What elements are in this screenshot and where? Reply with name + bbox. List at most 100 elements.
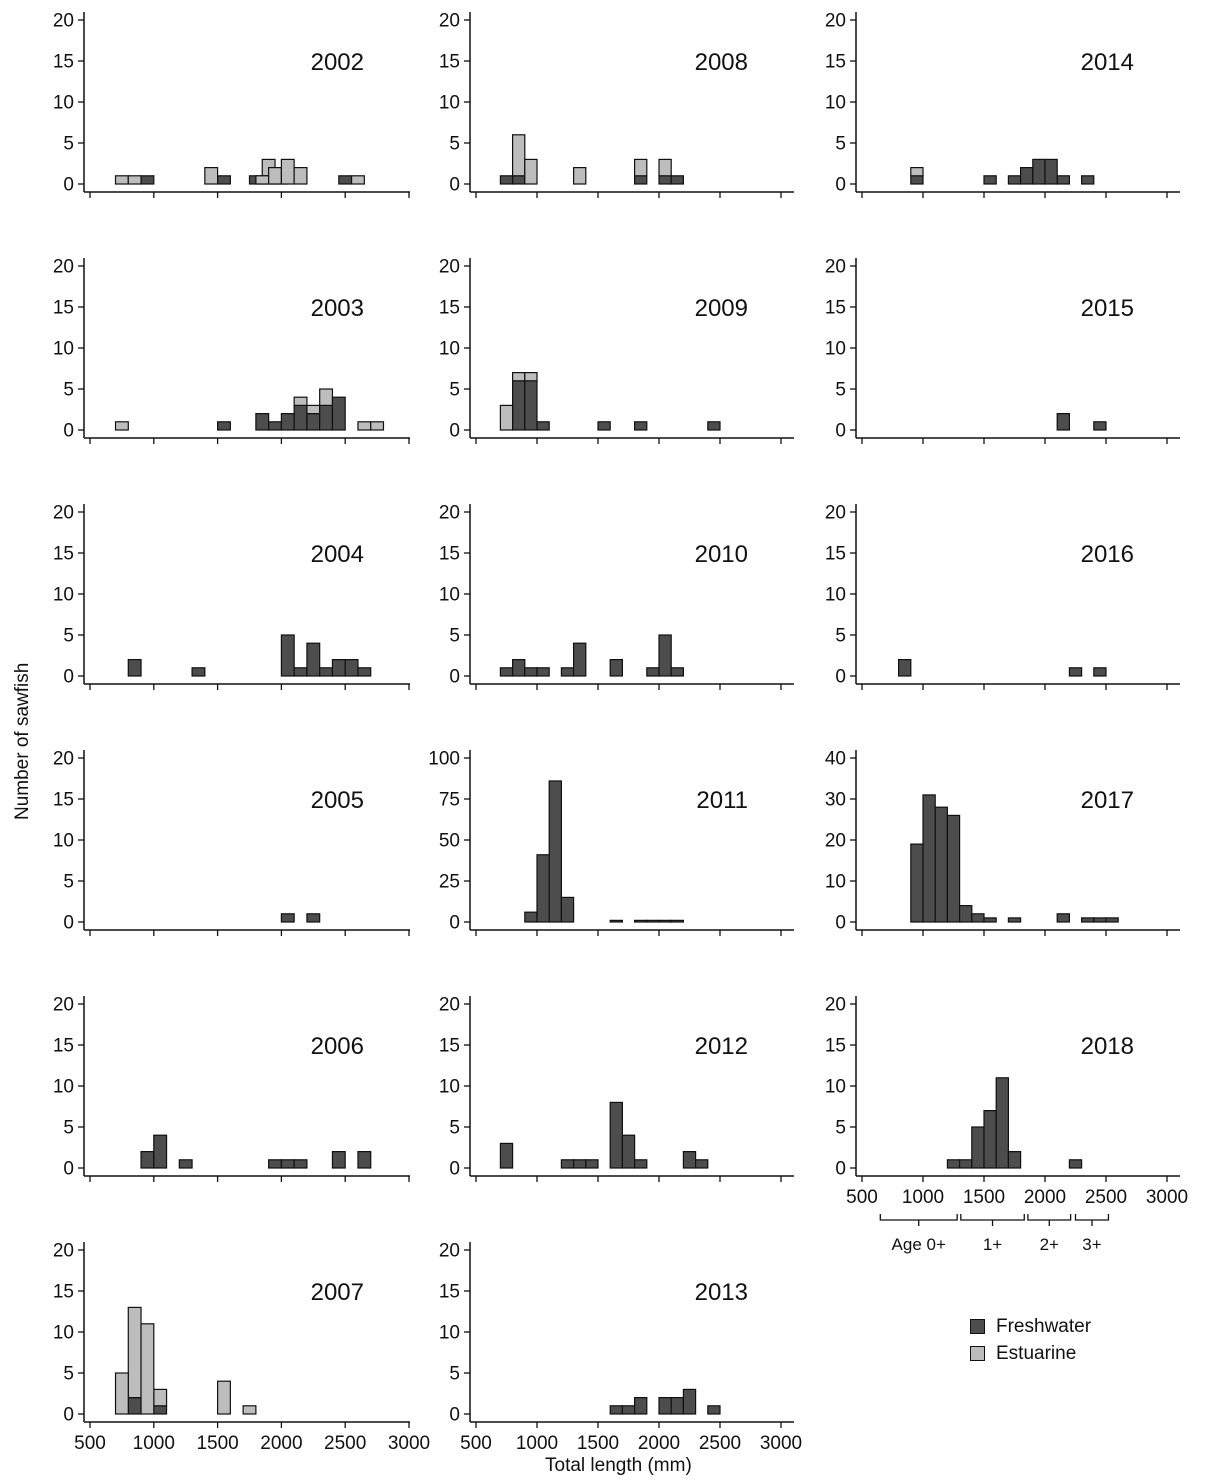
- bar-estuarine: [511, 372, 526, 382]
- x-tick-label: 2000: [260, 1433, 302, 1454]
- bar-freshwater: [597, 421, 611, 431]
- y-tick-label: 10: [53, 831, 74, 852]
- bar-freshwater: [958, 1159, 973, 1169]
- bar-freshwater: [633, 1159, 648, 1169]
- x-tick-label: 3000: [760, 1433, 802, 1454]
- panel-year-label: 2007: [311, 1279, 364, 1306]
- bar-freshwater: [934, 806, 949, 923]
- y-tick-label: 5: [63, 872, 74, 893]
- bar-freshwater: [217, 421, 231, 431]
- panel-2005: 0 5 10 15 20 2005: [53, 749, 410, 936]
- y-tick-label: 20: [439, 503, 460, 524]
- panel-year-label: 2005: [311, 787, 364, 814]
- panel-year-label: 2012: [695, 1033, 748, 1060]
- bar-estuarine: [350, 175, 365, 185]
- bar-freshwater: [560, 1159, 575, 1169]
- y-tick-label: 5: [449, 134, 460, 155]
- bar-estuarine: [140, 1323, 155, 1415]
- bar-freshwater: [268, 1159, 283, 1169]
- x-tick-label: 500: [460, 1433, 492, 1454]
- y-tick-label: 5: [835, 626, 846, 647]
- y-tick-label: 0: [835, 913, 846, 934]
- bar-estuarine: [114, 421, 129, 431]
- bar-freshwater: [1105, 917, 1119, 923]
- bar-freshwater: [140, 1150, 155, 1169]
- bar-freshwater: [560, 896, 575, 923]
- panel-2018: 0 5 10 15 20 500 1000 1500 2000 2500 3000 2018: [825, 995, 1188, 1209]
- bar-estuarine: [268, 167, 283, 185]
- bar-freshwater: [536, 667, 550, 677]
- age-class-label: 2+: [1040, 1235, 1059, 1254]
- bar-estuarine: [511, 134, 526, 177]
- x-tick-label: 2500: [1085, 1187, 1127, 1208]
- bar-freshwater: [524, 667, 538, 677]
- bar-freshwater: [331, 1150, 346, 1169]
- estuarine-swatch: [970, 1346, 985, 1361]
- y-tick-label: 20: [53, 11, 74, 32]
- y-tick-label: 0: [63, 421, 74, 442]
- legend-label-freshwater: Freshwater: [996, 1315, 1092, 1337]
- y-tick-label: 20: [53, 257, 74, 278]
- y-tick-label: 15: [53, 298, 74, 319]
- age-bracket: [960, 1214, 1025, 1226]
- bar-freshwater: [293, 667, 308, 677]
- bar-estuarine: [255, 175, 270, 185]
- bar-freshwater: [499, 175, 514, 185]
- panel-2007: 0 5 10 15 20 500 1000 1500 2000 2500 3000 2007: [53, 1241, 430, 1455]
- bar-freshwater: [1019, 167, 1034, 185]
- x-axis-title: Total length (mm): [545, 1455, 692, 1476]
- x-tick-label: 1000: [902, 1187, 944, 1208]
- age-class-label: 1+: [983, 1235, 1002, 1254]
- bar-freshwater: [694, 1159, 709, 1169]
- legend-item-freshwater: Freshwater: [970, 1313, 1091, 1340]
- bar-freshwater: [922, 794, 936, 923]
- panel-year-label: 2015: [1081, 295, 1134, 322]
- bar-freshwater: [585, 1159, 599, 1169]
- y-tick-label: 40: [825, 749, 846, 770]
- y-tick-label: 15: [53, 52, 74, 73]
- panel-2013: 0 5 10 15 20 500 1000 1500 2000 2500 3000 2013: [439, 1241, 802, 1455]
- bar-freshwater: [127, 658, 142, 677]
- y-tick-label: 5: [63, 626, 74, 647]
- panel-2010: 0 5 10 15 20 2010: [439, 503, 794, 690]
- y-tick-label: 10: [439, 1323, 460, 1344]
- y-tick-label: 20: [53, 749, 74, 770]
- x-tick-label: 1500: [577, 1433, 619, 1454]
- y-tick-label: 0: [63, 667, 74, 688]
- bar-freshwater: [331, 658, 346, 677]
- panel-2015: 0 5 10 15 20 2015: [825, 257, 1180, 444]
- panel-year-label: 2006: [311, 1033, 364, 1060]
- bar-freshwater: [140, 175, 155, 185]
- y-tick-label: 10: [825, 585, 846, 606]
- bar-freshwater: [306, 642, 321, 677]
- bar-freshwater: [511, 380, 526, 431]
- y-tick-label: 15: [53, 1036, 74, 1057]
- bar-estuarine: [306, 404, 321, 415]
- bar-freshwater: [983, 175, 997, 185]
- x-tick-label: 1500: [196, 1433, 238, 1454]
- x-tick-label: 500: [846, 1187, 878, 1208]
- bar-freshwater: [357, 1150, 372, 1169]
- y-tick-label: 0: [449, 913, 460, 934]
- bar-estuarine: [280, 158, 295, 185]
- y-tick-label: 10: [825, 339, 846, 360]
- bar-freshwater: [633, 175, 648, 185]
- bar-freshwater: [331, 396, 346, 431]
- bar-freshwater: [1093, 667, 1107, 677]
- panel-2011: 0 25 50 75 100 2011: [428, 749, 794, 936]
- bar-freshwater: [319, 404, 334, 431]
- y-axis-title: Number of sawfish: [12, 662, 33, 820]
- age-bracket: [1027, 1214, 1072, 1226]
- bar-estuarine: [293, 396, 308, 407]
- y-tick-label: 15: [825, 298, 846, 319]
- bar-estuarine: [357, 421, 372, 431]
- y-tick-label: 0: [449, 667, 460, 688]
- y-tick-label: 10: [439, 339, 460, 360]
- y-tick-label: 15: [439, 1036, 460, 1057]
- y-tick-label: 20: [53, 503, 74, 524]
- panel-2012: 0 5 10 15 20 2012: [439, 995, 794, 1182]
- y-tick-label: 10: [53, 585, 74, 606]
- bar-freshwater: [1080, 917, 1095, 923]
- panel-year-label: 2016: [1081, 541, 1134, 568]
- bar-freshwater: [633, 421, 648, 431]
